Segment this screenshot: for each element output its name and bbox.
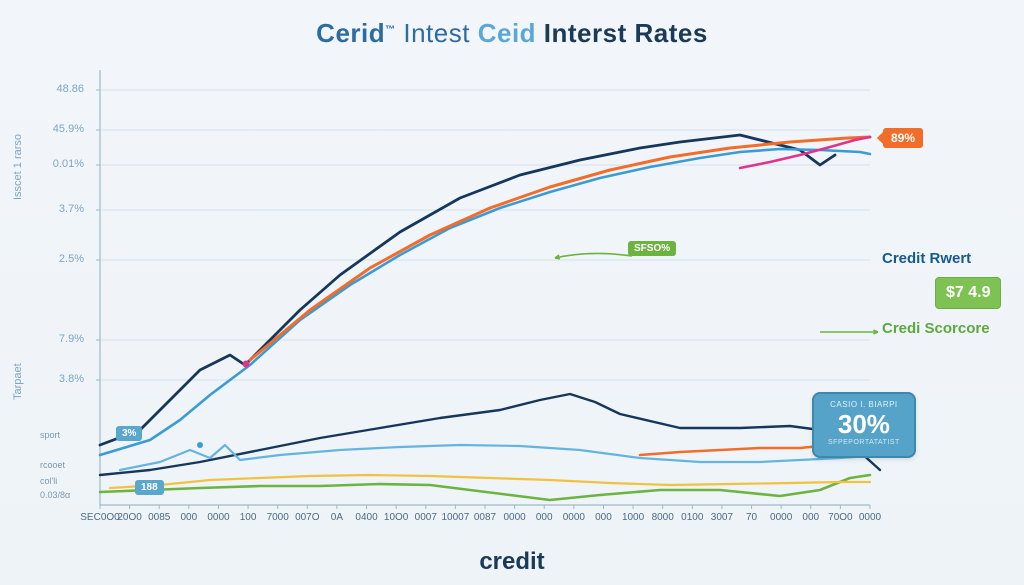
x-tick-label: SEC0O0: [80, 512, 119, 523]
x-tick-label: 000: [536, 512, 553, 523]
x-tick-label: 0085: [148, 512, 170, 523]
legend-item: Credit Rwert: [882, 250, 971, 267]
x-tick-label: 0000: [503, 512, 525, 523]
y-left-label: col'li: [40, 476, 57, 486]
x-tick-label: 0A: [331, 512, 343, 523]
y-left-label: rcooet: [40, 460, 65, 470]
x-axis-label: credit: [0, 548, 1024, 576]
y-tick-label: 3.7%: [0, 203, 90, 215]
y-tick-label: 2.5%: [0, 253, 90, 265]
big-percent-badge: CASIO I. BIARPI 30% SFPEPORTATATIST: [812, 392, 916, 458]
x-tick-label: 70: [746, 512, 757, 523]
chart-container: Cerid™ Intest Ceid Interst Rates Isscet …: [0, 0, 1024, 585]
y-tick-label: 48.86: [0, 83, 90, 95]
x-tick-label: 1000: [622, 512, 644, 523]
big-badge-main: 30%: [828, 411, 900, 437]
big-badge-bottom: SFPEPORTATATIST: [828, 439, 900, 446]
value-badge-left: 3%: [116, 426, 142, 441]
y-tick-label: 7.9%: [0, 333, 90, 345]
x-tick-label: 0400: [355, 512, 377, 523]
chart-svg: [0, 0, 1024, 585]
big-badge-top: CASIO I. BIARPI: [828, 400, 900, 409]
x-tick-label: 0087: [474, 512, 496, 523]
x-tick-label: 100: [240, 512, 257, 523]
x-tick-label: 8000: [652, 512, 674, 523]
legend-item: Credi Scorcore: [882, 320, 990, 337]
x-tick-label: 000: [595, 512, 612, 523]
x-tick-label: 0000: [770, 512, 792, 523]
y-tick-label: 3.8%: [0, 373, 90, 385]
x-tick-label: 0000: [207, 512, 229, 523]
y-left-label: sport: [40, 430, 60, 440]
y-tick-label: 0.01%: [0, 158, 90, 170]
value-badge: 89%: [883, 128, 923, 148]
x-tick-label: 0000: [563, 512, 585, 523]
y-left-label: 0.03/8α: [40, 490, 70, 500]
x-tick-label: 0000: [859, 512, 881, 523]
x-tick-label: 0007: [415, 512, 437, 523]
x-tick-label: 70O0: [828, 512, 852, 523]
x-tick-label: 10O0: [384, 512, 408, 523]
value-badge: SFSO%: [628, 241, 676, 256]
x-tick-label: 3007: [711, 512, 733, 523]
x-tick-label: 10007: [441, 512, 469, 523]
value-badge-price: $7 4.9: [935, 277, 1001, 309]
x-tick-label: 000: [181, 512, 198, 523]
x-tick-label: 000: [802, 512, 819, 523]
x-tick-label: 20O0: [117, 512, 141, 523]
y-tick-label: 45.9%: [0, 123, 90, 135]
value-badge-origin: 188: [135, 480, 164, 495]
x-tick-label: 0100: [681, 512, 703, 523]
x-tick-label: 7000: [267, 512, 289, 523]
x-tick-label: 007O: [295, 512, 319, 523]
